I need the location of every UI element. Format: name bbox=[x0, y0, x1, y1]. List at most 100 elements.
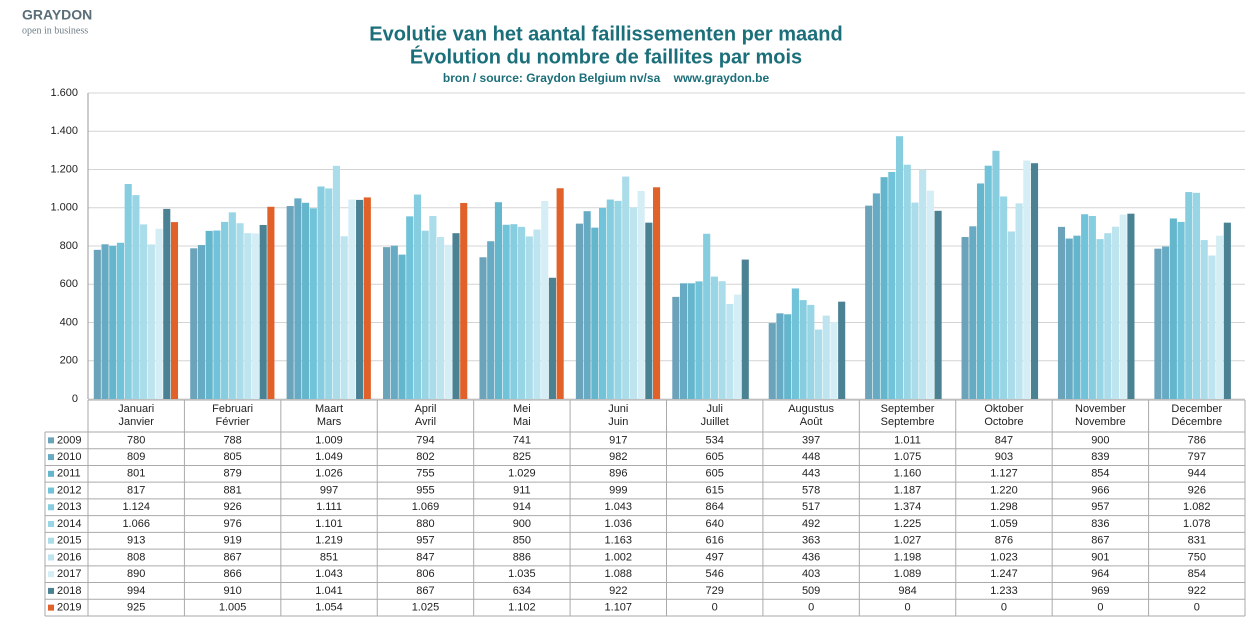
bar bbox=[637, 190, 645, 399]
chart-source: bron / source: Graydon Belgium nv/sa www… bbox=[443, 71, 770, 85]
legend-swatch bbox=[48, 437, 54, 444]
x-tick-label: Maart bbox=[315, 403, 343, 415]
data-label: 926 bbox=[1188, 484, 1206, 496]
data-label: 1.078 bbox=[1183, 518, 1211, 530]
data-label: 831 bbox=[1188, 535, 1206, 547]
data-label: 922 bbox=[609, 585, 627, 597]
data-label: 1.011 bbox=[894, 434, 921, 446]
data-label: 578 bbox=[802, 484, 820, 496]
bar bbox=[822, 315, 830, 399]
x-tick-label: Januari bbox=[118, 403, 154, 415]
data-label: 806 bbox=[416, 568, 434, 580]
bar bbox=[525, 236, 533, 399]
bar bbox=[170, 222, 179, 399]
bar bbox=[518, 226, 526, 399]
bar bbox=[784, 314, 792, 399]
data-label: 900 bbox=[1091, 434, 1109, 446]
data-label: 1.198 bbox=[894, 551, 922, 563]
data-label: 397 bbox=[802, 434, 820, 446]
bar bbox=[1111, 226, 1120, 399]
x-tick-label: November bbox=[1075, 403, 1126, 415]
y-tick-label: 200 bbox=[60, 355, 78, 367]
data-label: 605 bbox=[706, 451, 724, 463]
data-label: 1.027 bbox=[894, 535, 922, 547]
bar bbox=[101, 244, 109, 399]
bar bbox=[267, 206, 275, 399]
data-label: 1.026 bbox=[315, 468, 343, 480]
x-tick-label: Avril bbox=[415, 416, 436, 428]
bar bbox=[244, 233, 252, 399]
legend-label: 2018 bbox=[57, 585, 81, 597]
bar bbox=[556, 188, 564, 399]
data-label: 1.049 bbox=[315, 451, 343, 463]
bar bbox=[1185, 192, 1193, 399]
data-label: 917 bbox=[609, 434, 627, 446]
data-label: 1.247 bbox=[990, 568, 1018, 580]
data-label: 1.043 bbox=[605, 501, 633, 513]
x-tick-label: Juillet bbox=[701, 416, 729, 428]
bar bbox=[348, 199, 356, 399]
bar bbox=[479, 257, 487, 399]
bar bbox=[429, 215, 437, 399]
bar bbox=[548, 277, 556, 399]
bar bbox=[109, 245, 117, 399]
bar bbox=[398, 254, 406, 399]
bar bbox=[309, 208, 317, 399]
bar bbox=[653, 187, 661, 399]
bar bbox=[599, 207, 607, 399]
bar bbox=[1192, 192, 1201, 399]
bar bbox=[93, 249, 101, 399]
bar bbox=[733, 294, 742, 399]
legend-swatch bbox=[48, 487, 54, 494]
bar bbox=[718, 281, 726, 399]
bar bbox=[622, 176, 630, 399]
data-label: 1.066 bbox=[122, 518, 150, 530]
data-label: 443 bbox=[802, 468, 820, 480]
bar bbox=[629, 207, 637, 399]
data-label: 517 bbox=[802, 501, 820, 513]
x-tick-label: Februari bbox=[212, 403, 253, 415]
data-label: 1.069 bbox=[412, 501, 440, 513]
bar bbox=[205, 230, 213, 399]
legend-swatch bbox=[48, 454, 54, 461]
data-label: 867 bbox=[223, 551, 241, 563]
data-label: 1.059 bbox=[990, 518, 1018, 530]
legend-swatch bbox=[48, 604, 54, 611]
y-tick-label: 800 bbox=[60, 240, 78, 252]
bar bbox=[645, 222, 653, 399]
legend-label: 2012 bbox=[57, 484, 81, 496]
data-label: 780 bbox=[127, 434, 145, 446]
bar bbox=[865, 205, 873, 399]
bar bbox=[926, 190, 934, 399]
data-label: 984 bbox=[898, 585, 916, 597]
x-tick-label: Octobre bbox=[984, 416, 1023, 428]
data-label: 913 bbox=[127, 535, 145, 547]
x-tick-label: Septembre bbox=[881, 416, 935, 428]
bar bbox=[1088, 215, 1096, 399]
data-label: 0 bbox=[1001, 602, 1007, 614]
data-label: 0 bbox=[1097, 602, 1103, 614]
bar bbox=[213, 230, 221, 399]
data-label: 925 bbox=[127, 602, 145, 614]
bar bbox=[155, 228, 163, 399]
x-tick-label: April bbox=[414, 403, 436, 415]
bar bbox=[961, 237, 969, 399]
x-tick-label: Juni bbox=[608, 403, 628, 415]
bar bbox=[190, 248, 198, 399]
bar bbox=[294, 198, 302, 399]
legend-swatch bbox=[48, 537, 54, 544]
data-label: 1.225 bbox=[894, 518, 922, 530]
bar bbox=[124, 184, 132, 399]
bar bbox=[575, 223, 583, 399]
data-label: 1.233 bbox=[990, 585, 1018, 597]
data-label: 854 bbox=[1091, 468, 1109, 480]
bar bbox=[1104, 233, 1112, 399]
data-label: 1.107 bbox=[605, 602, 633, 614]
data-label: 955 bbox=[416, 484, 434, 496]
x-tick-label: Mai bbox=[513, 416, 531, 428]
bar bbox=[1081, 214, 1089, 399]
data-label: 879 bbox=[223, 468, 241, 480]
data-label: 847 bbox=[995, 434, 1013, 446]
bar bbox=[116, 242, 125, 399]
